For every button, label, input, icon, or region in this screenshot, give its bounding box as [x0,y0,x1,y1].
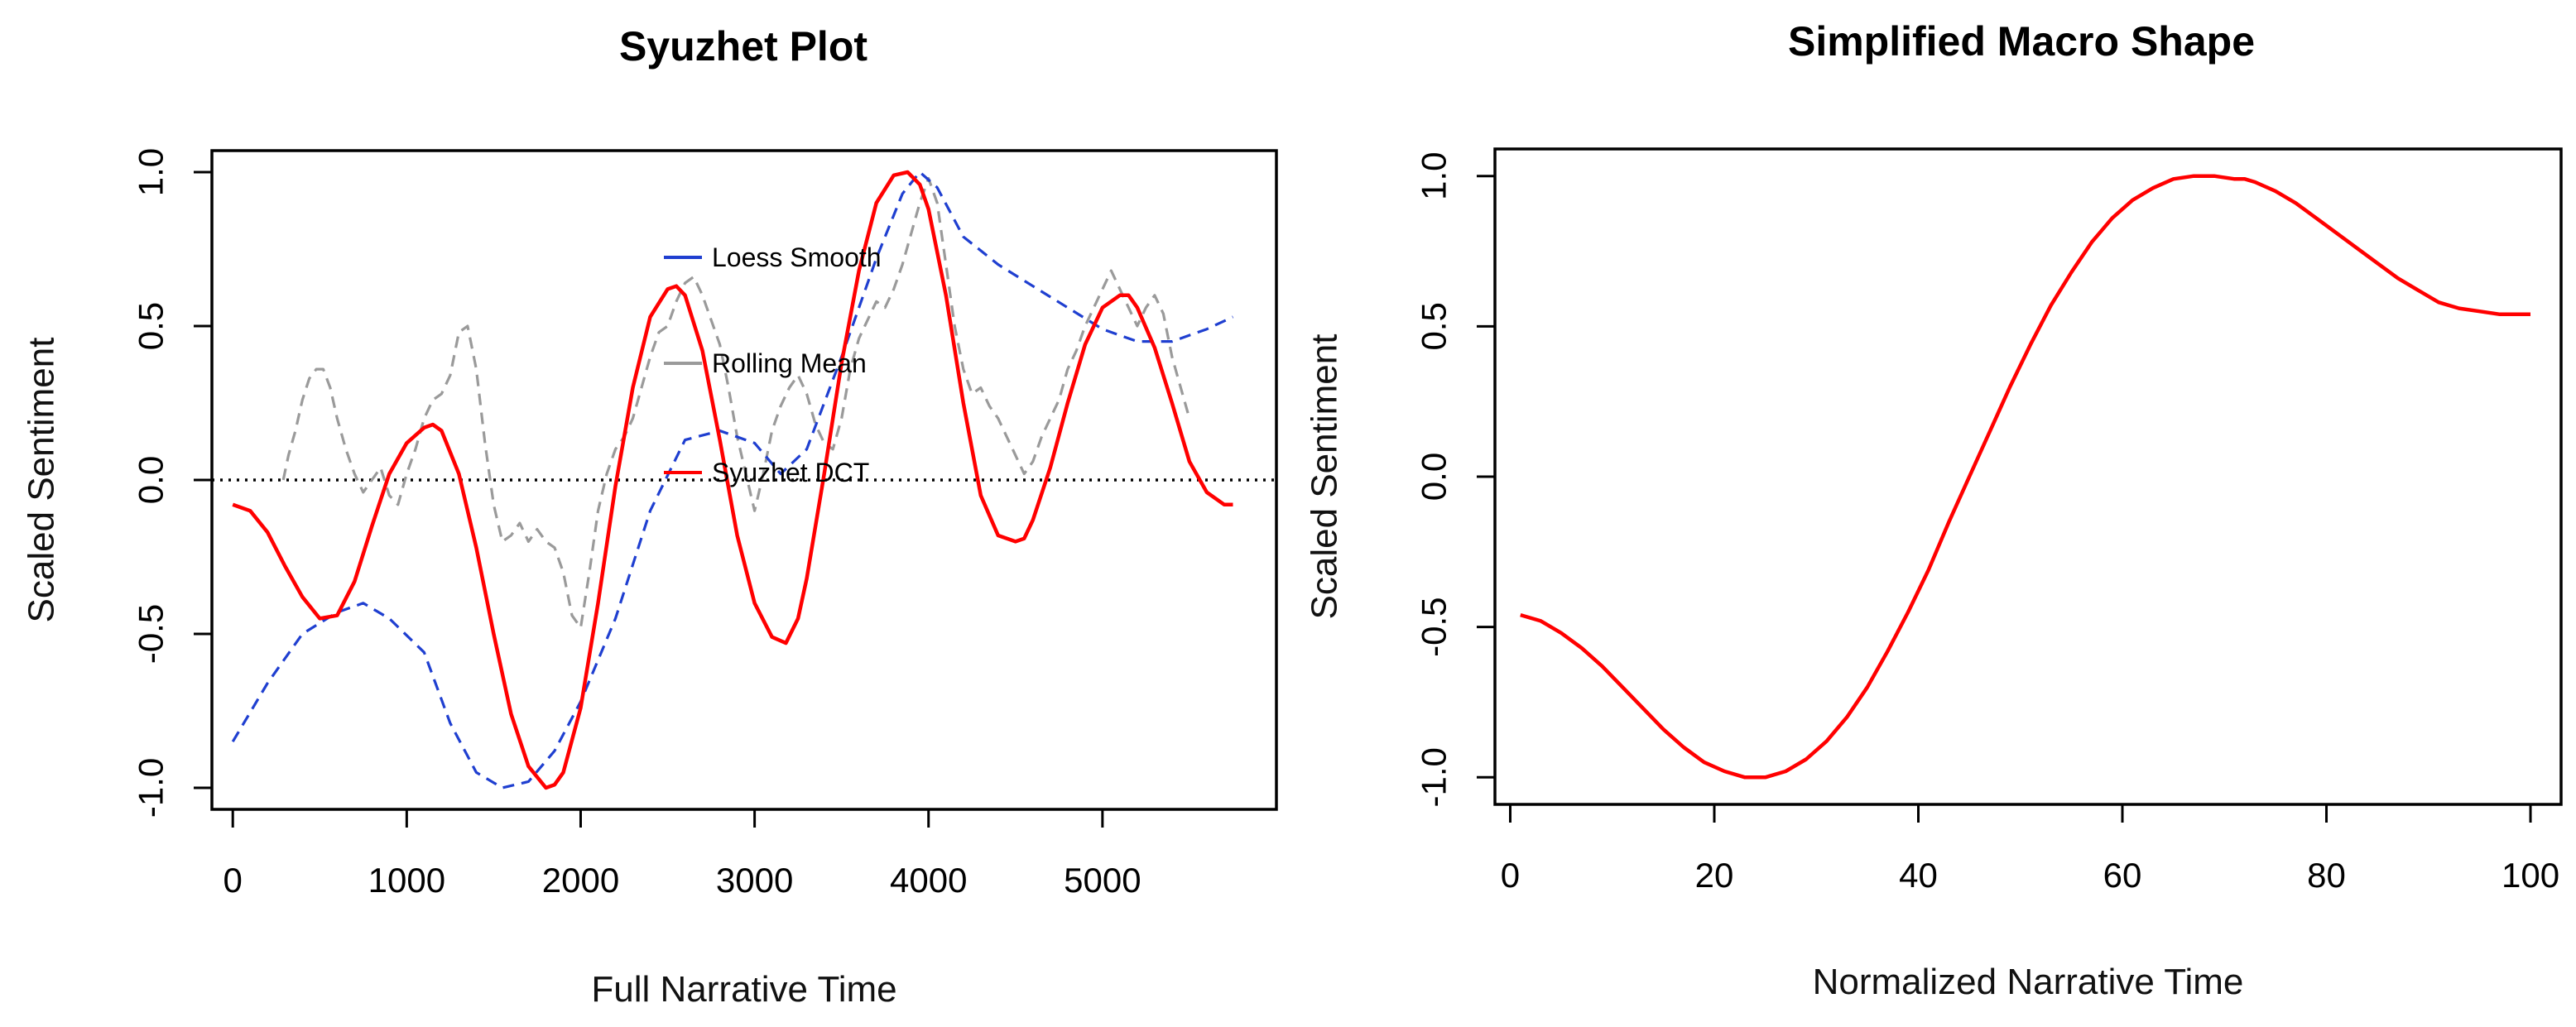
y-tick-label: -1.0 [1415,747,1454,807]
x-tick-label: 5000 [1064,861,1141,900]
y-axis-title: Scaled Sentiment [22,338,62,623]
x-tick-label: 40 [1899,856,1938,895]
legend-label-rolling-mean: Rolling Mean [712,348,867,378]
legend-label-loess-smooth: Loess Smooth [712,242,882,272]
syuzhet-plot-panel: Syuzhet Plot 0 1000 2000 3000 4000 5000 -1.0 -0.… [22,23,1278,1010]
x-tick-label: 4000 [890,861,967,900]
x-tick-label: 1000 [368,861,445,900]
x-axis-title: Normalized Narrative Time [1813,962,2244,1002]
x-tick-label: 80 [2307,856,2346,895]
x-tick-label: 3000 [716,861,793,900]
macro-shape-panel: Simplified Macro Shape 0 20 40 60 80 100 -1.0 -0… [1305,18,2563,1002]
series-line-simplified-macro-shape [1520,174,2530,780]
y-tick-label: 0.0 [132,456,171,504]
plot-frame [1493,147,2563,806]
y-tick-label: -0.5 [132,604,171,664]
y-tick-label: 1.0 [132,148,171,196]
x-tick-label: 20 [1695,856,1734,895]
y-tick-label: -0.5 [1415,597,1454,656]
y-tick-label: 0.5 [1415,302,1454,350]
series-line-syuzhet-dct [232,170,1233,790]
y-tick-label: 1.0 [1415,152,1454,200]
series-line-loess-smooth [231,170,1234,789]
chart-title: Simplified Macro Shape [1788,18,2255,65]
x-tick-label: 60 [2103,856,2142,895]
x-tick-label: 2000 [542,861,619,900]
y-tick-label: 0.5 [132,302,171,350]
chart-title: Syuzhet Plot [619,23,867,70]
y-axis-title: Scaled Sentiment [1305,334,1345,620]
x-tick-label: 0 [1501,856,1520,895]
y-tick-label: -1.0 [132,758,171,818]
y-tick-label: 0.0 [1415,453,1454,501]
x-tick-label: 0 [223,861,243,900]
legend-label-syuzhet-dct: Syuzhet DCT [712,458,869,487]
x-tick-label: 100 [2502,856,2559,895]
x-axis-title: Full Narrative Time [591,969,896,1010]
